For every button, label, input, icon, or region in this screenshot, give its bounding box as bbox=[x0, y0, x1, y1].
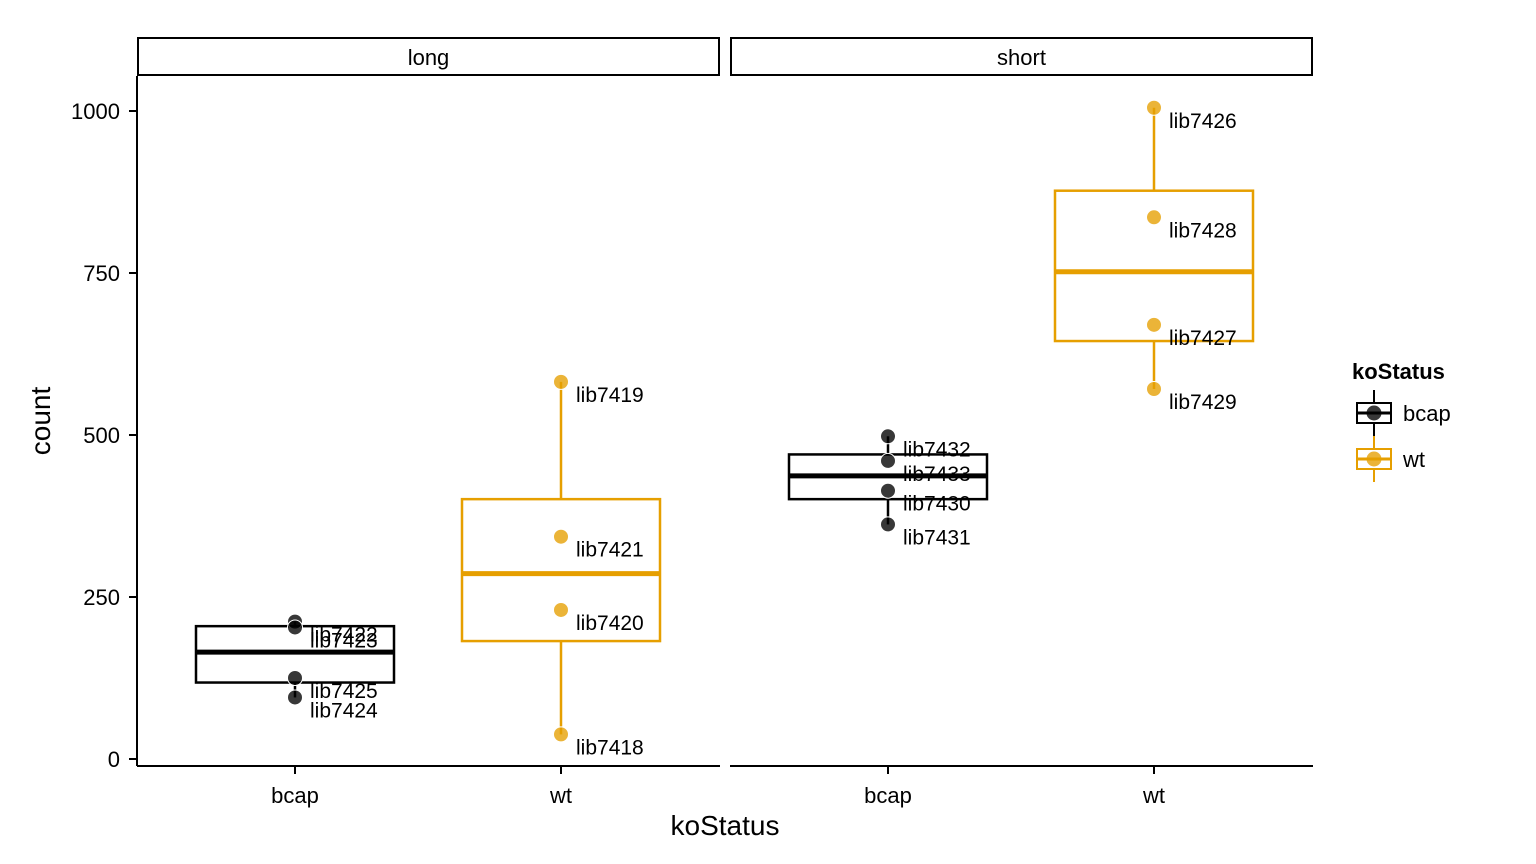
data-point bbox=[287, 619, 303, 636]
legend-key-point bbox=[1366, 451, 1382, 467]
point-label: lib7429 bbox=[1169, 391, 1237, 414]
legend-item-bcap: bcap bbox=[1356, 390, 1451, 436]
data-point bbox=[880, 428, 896, 445]
point-label: lib7426 bbox=[1169, 110, 1237, 133]
data-point bbox=[880, 452, 896, 469]
facet-strip-label: short bbox=[997, 45, 1046, 70]
y-axis: 0 250 500 750 1000 bbox=[71, 76, 138, 772]
facet-strip bbox=[730, 37, 1313, 76]
facet-strip-label: long bbox=[408, 45, 450, 70]
point-label: lib7430 bbox=[903, 493, 971, 516]
point-label: lib7433 bbox=[903, 463, 971, 486]
legend-label: bcap bbox=[1403, 401, 1451, 426]
box-group-wt: wt lib7426 lib7428 lib7427 lib7429 bbox=[1053, 99, 1255, 808]
data-point bbox=[880, 516, 896, 533]
y-axis-title: count bbox=[25, 387, 56, 456]
data-point bbox=[1146, 209, 1162, 226]
box-group-wt: wt lib7419 lib7421 lib7420 lib7418 bbox=[460, 373, 662, 808]
point-label: lib7421 bbox=[576, 539, 644, 562]
data-point bbox=[1146, 99, 1162, 116]
facet-strip bbox=[137, 37, 720, 76]
data-point bbox=[287, 670, 303, 686]
x-tick-label: wt bbox=[1142, 783, 1165, 808]
y-tick-label: 500 bbox=[83, 423, 120, 448]
point-label: lib7428 bbox=[1169, 219, 1237, 242]
point-label: lib7424 bbox=[310, 699, 378, 722]
point-label: lib7432 bbox=[903, 438, 971, 461]
y-tick-label: 1000 bbox=[71, 99, 120, 124]
point-label: lib7419 bbox=[576, 384, 644, 407]
x-tick-label: bcap bbox=[271, 783, 319, 808]
legend: koStatus bcap wt bbox=[1352, 359, 1451, 482]
data-point bbox=[553, 601, 569, 618]
legend-label: wt bbox=[1402, 447, 1425, 472]
y-tick-label: 750 bbox=[83, 261, 120, 286]
y-tick-label: 250 bbox=[83, 585, 120, 610]
x-tick-label: bcap bbox=[864, 783, 912, 808]
data-point bbox=[1146, 380, 1162, 397]
data-point bbox=[553, 528, 569, 545]
legend-title: koStatus bbox=[1352, 359, 1445, 384]
point-label: lib7420 bbox=[576, 612, 644, 635]
point-label: lib7423 bbox=[310, 629, 378, 652]
point-label: lib7425 bbox=[310, 680, 378, 703]
y-tick-label: 0 bbox=[108, 747, 120, 772]
point-label: lib7422 bbox=[310, 624, 378, 647]
legend-item-wt: wt bbox=[1356, 436, 1425, 482]
x-tick-label: wt bbox=[549, 783, 572, 808]
data-point bbox=[553, 373, 569, 390]
data-point bbox=[287, 689, 303, 706]
data-point bbox=[1146, 316, 1162, 333]
x-axis-title: koStatus bbox=[671, 810, 780, 841]
point-label: lib7427 bbox=[1169, 327, 1237, 350]
point-label: lib7431 bbox=[903, 526, 971, 549]
point-label: lib7418 bbox=[576, 736, 644, 759]
data-point bbox=[553, 726, 569, 743]
data-point bbox=[880, 482, 896, 499]
legend-key-point bbox=[1366, 405, 1382, 421]
